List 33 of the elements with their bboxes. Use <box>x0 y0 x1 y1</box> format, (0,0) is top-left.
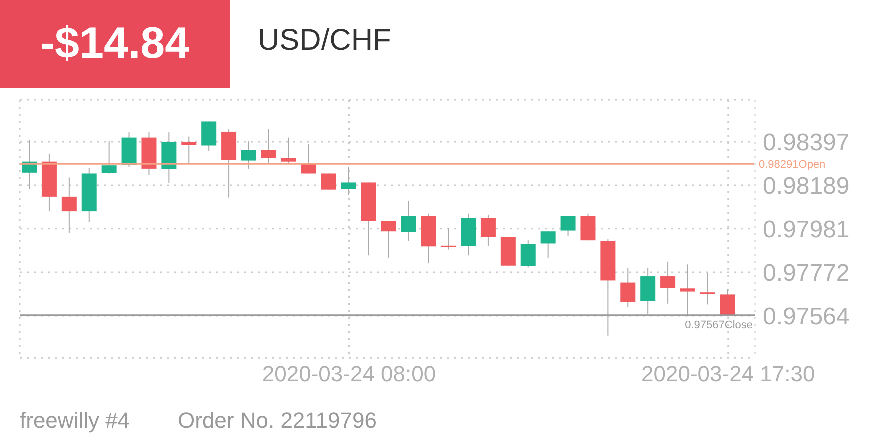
y-tick-label: 0.98397 <box>763 130 850 157</box>
candlestick <box>480 214 496 247</box>
candlestick <box>182 136 197 164</box>
candlestick <box>660 261 676 304</box>
text: Order No. 22119796 <box>178 408 377 434</box>
y-tick-label: 0.97772 <box>763 260 850 288</box>
y-tick-label: 0.97981 <box>763 216 850 244</box>
candlestick <box>401 200 416 242</box>
ref-line-label: 0.97567Close <box>685 319 753 332</box>
candlestick <box>440 228 457 250</box>
candlestick <box>242 141 256 170</box>
x-tick-label: 2020-03-24 17:30 <box>642 362 816 387</box>
candlestick <box>680 264 696 318</box>
x-tick-label: 2020-03-24 08:00 <box>262 362 436 387</box>
candlestick <box>321 173 336 190</box>
ref-line-label: 0.98291Open <box>759 159 826 172</box>
y-tick-label: 0.98189 <box>763 172 850 200</box>
candlestick <box>560 216 576 237</box>
text: freewilly #4 <box>20 408 130 434</box>
chart-title: USD/CHF <box>258 24 392 58</box>
candlestick <box>720 288 736 316</box>
candlestick <box>520 240 536 268</box>
candlestick <box>341 166 356 196</box>
candlestick <box>62 177 77 234</box>
y-tick-label: 0.97564 <box>763 304 850 331</box>
candlestick <box>281 137 296 165</box>
candlestick <box>261 128 276 165</box>
candlestick <box>620 268 636 308</box>
candlestick <box>381 220 396 258</box>
text: -$14.84 <box>0 0 230 88</box>
candlestick <box>102 141 117 174</box>
candlestick <box>700 272 716 306</box>
candlestick <box>540 231 556 258</box>
